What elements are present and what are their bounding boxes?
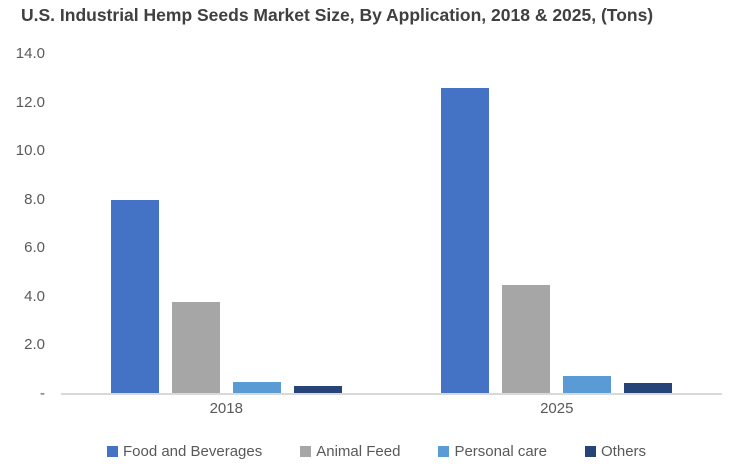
y-tick-label: 10.0	[15, 142, 45, 160]
legend-item-animal-feed: Animal Feed	[300, 443, 400, 460]
y-tick-label: 2.0	[24, 336, 45, 354]
bar-group-2025	[441, 88, 673, 394]
bar-food-and-beverages-2018	[110, 199, 159, 394]
legend-item-personal-care: Personal care	[438, 443, 547, 460]
bar-others-2025	[624, 383, 673, 394]
y-tick-label: 6.0	[24, 239, 45, 257]
bar-animal-feed-2018	[171, 301, 220, 394]
x-tick-label-2018: 2018	[209, 400, 243, 417]
bar-food-and-beverages-2025	[441, 88, 490, 394]
y-tick-label: 8.0	[24, 190, 45, 208]
y-tick-label: -	[40, 385, 45, 402]
legend-swatch-icon	[300, 446, 312, 457]
legend-swatch-icon	[585, 446, 597, 457]
legend-label: Animal Feed	[316, 443, 401, 460]
legend: Food and Beverages Animal Feed Personal ca…	[0, 443, 753, 460]
x-tick-label-2025: 2025	[540, 400, 574, 417]
legend-label: Food and Beverages	[122, 443, 263, 460]
y-tick-label: 12.0	[15, 93, 45, 111]
bar-group-2018	[110, 199, 342, 394]
legend-item-food-and-beverages: Food and Beverages	[106, 443, 263, 460]
legend-swatch-icon	[106, 446, 118, 457]
bar-animal-feed-2025	[502, 284, 551, 394]
chart-title: U.S. Industrial Hemp Seeds Market Size, …	[21, 5, 654, 25]
y-tick-label: 4.0	[24, 287, 45, 305]
bar-personal-care-2018	[232, 381, 281, 394]
legend-swatch-icon	[438, 446, 450, 457]
legend-label: Personal care	[454, 443, 548, 460]
bar-personal-care-2025	[563, 375, 612, 394]
plot-area	[61, 54, 722, 395]
x-axis-line	[61, 393, 722, 395]
y-tick-label: 14.0	[15, 45, 45, 62]
legend-item-others: Others	[585, 443, 646, 460]
legend-label: Others	[601, 443, 647, 460]
bar-others-2018	[293, 385, 342, 394]
